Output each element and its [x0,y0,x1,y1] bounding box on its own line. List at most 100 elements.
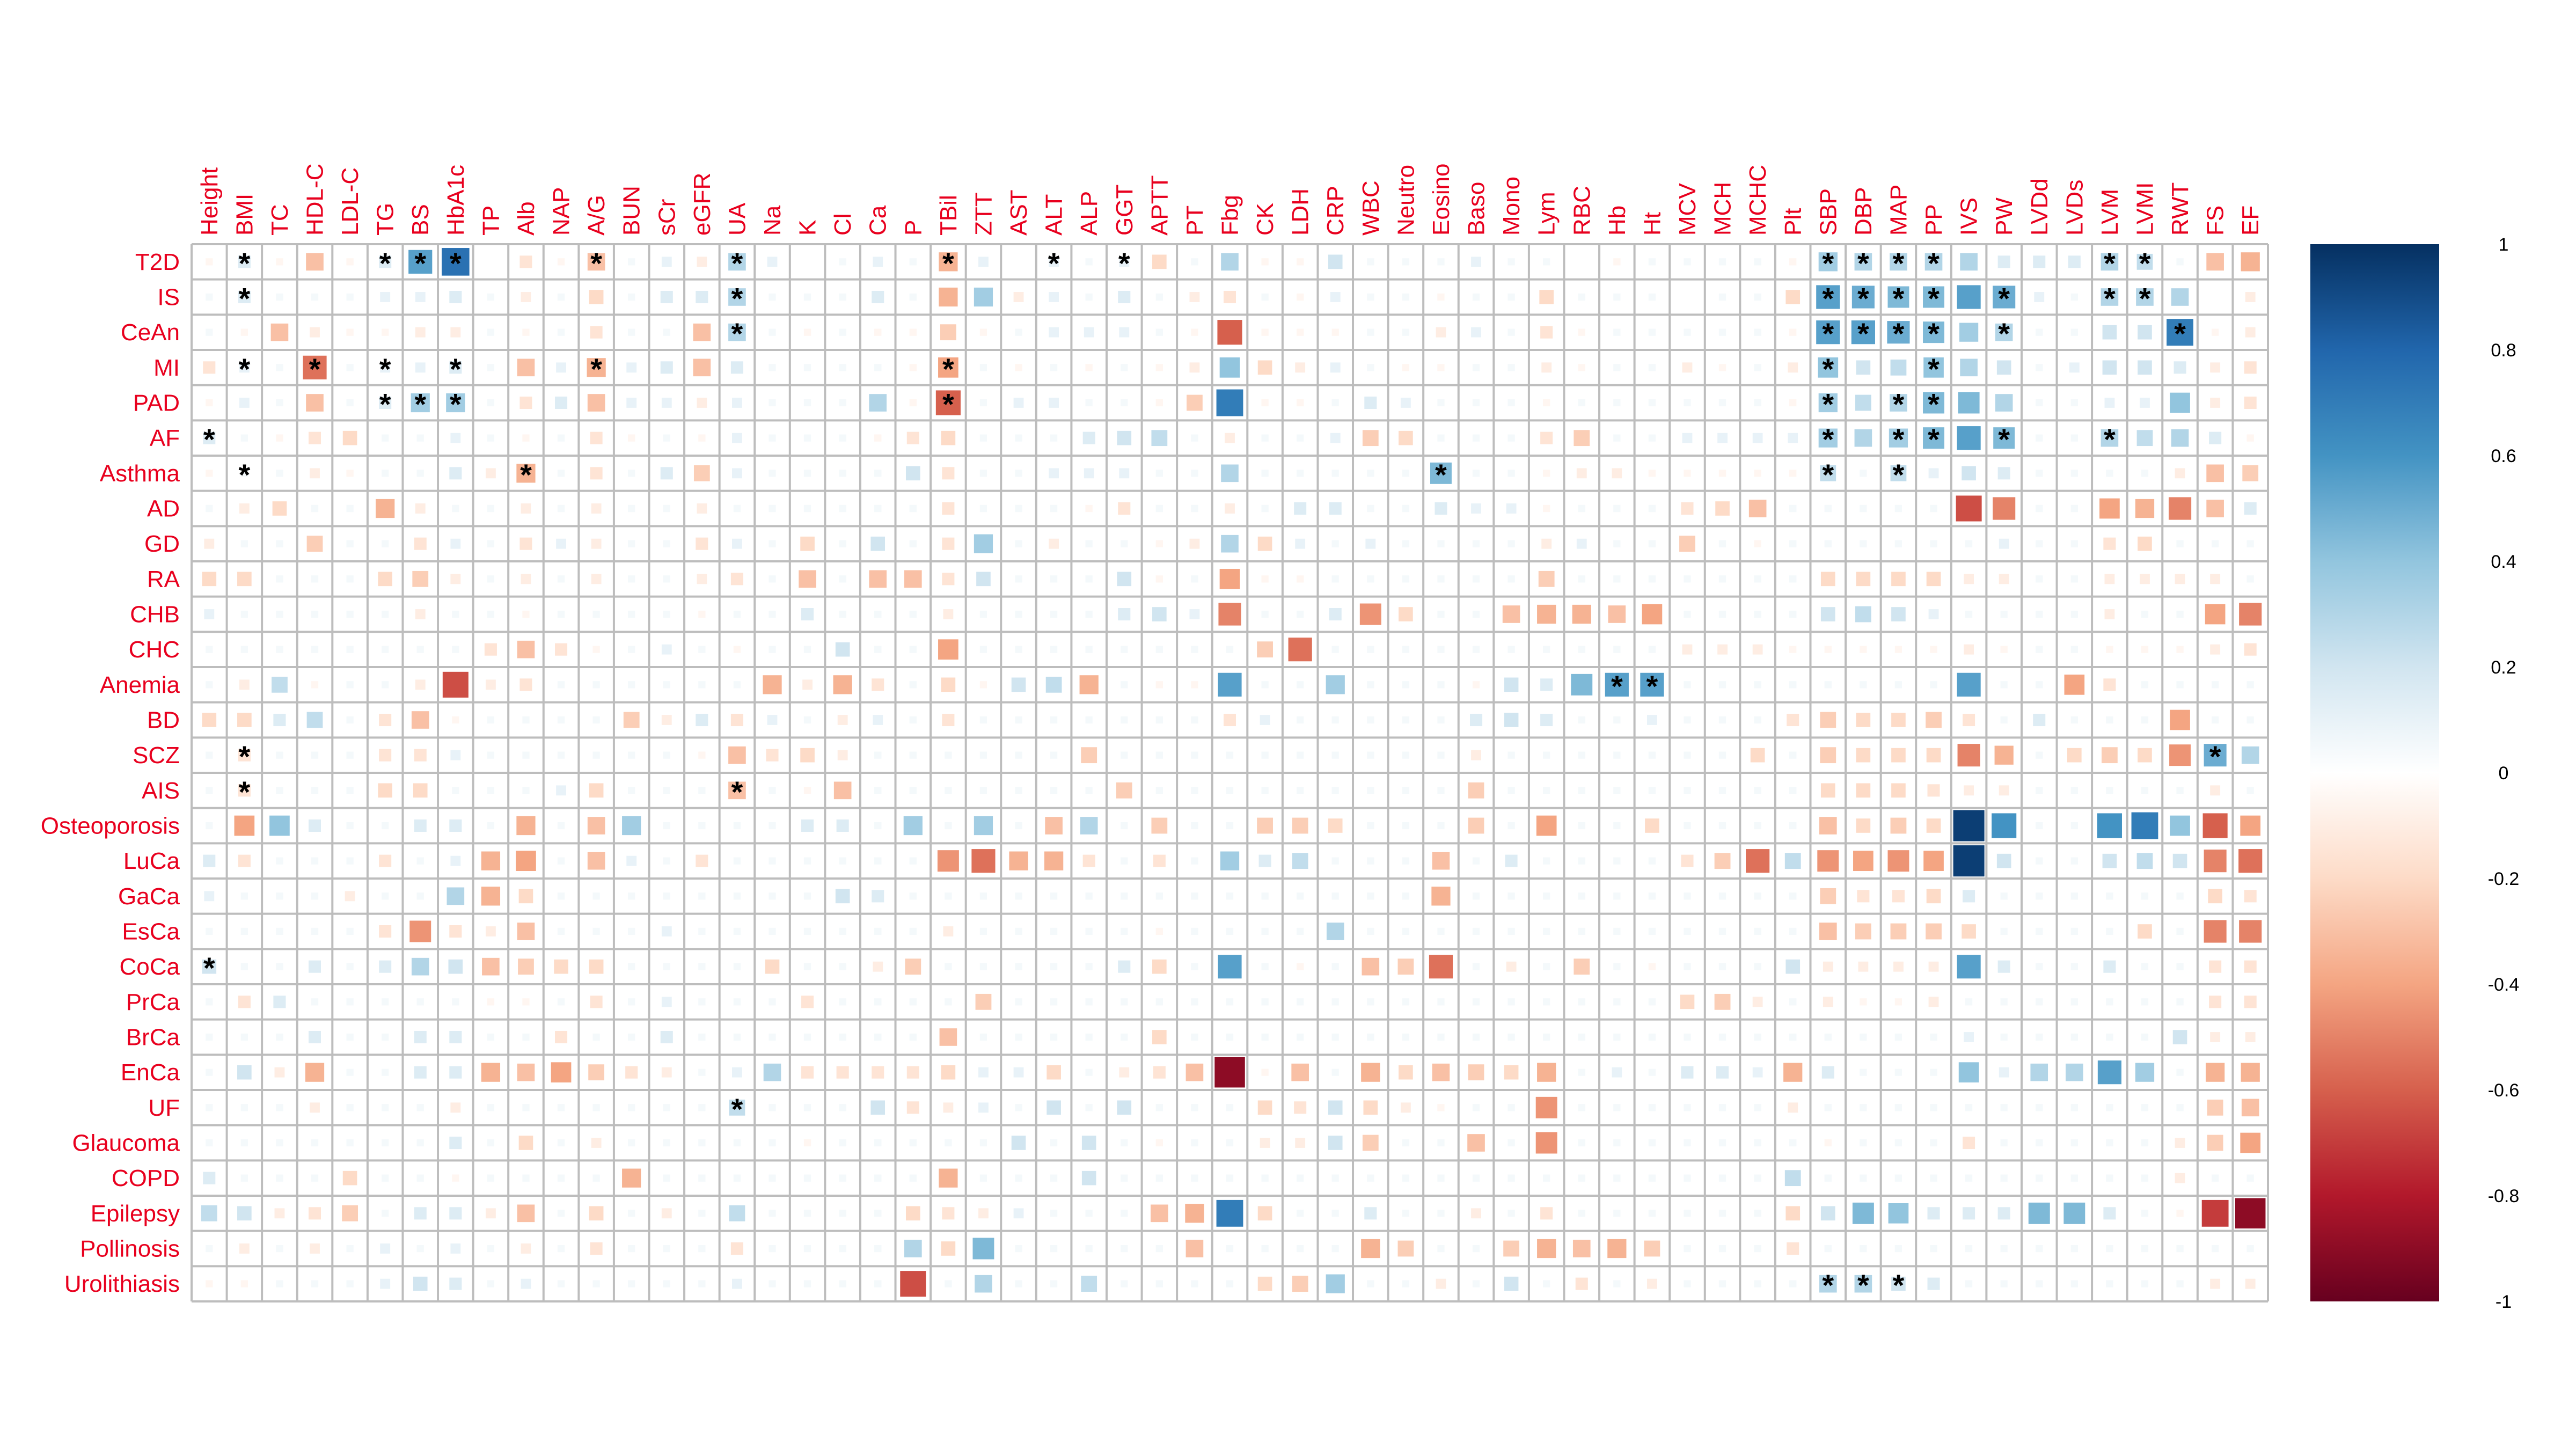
cell-EsCa-TG [379,925,392,938]
cell-LuCa-PP [1923,851,1944,872]
cell-T2D-TG [379,255,392,268]
cell-CHB-RBC [1572,604,1591,624]
cell-BrCa-IVS [1964,1032,1974,1042]
cell-LuCa-BS [416,857,424,865]
cell-LuCa-RWT [2172,853,2187,868]
cell-EsCa-SBP [1819,923,1837,940]
cell-Urolithiasis-MAP [1891,1276,1906,1291]
cell-MI-WBC [1367,364,1374,371]
cell-CeAn-LVM [2102,325,2117,340]
cell-AF-Alb [522,434,530,442]
cell-T2D-PW [1997,255,2010,268]
cell-Asthma-CK [1261,470,1269,477]
cell-CHC-GGT [1121,646,1128,653]
cell-CoCa-ALT [1050,963,1058,970]
cell-GaCa-LDH [1296,892,1304,900]
cell-GaCa-LVDs [2070,892,2078,900]
significance-star-CeAn-MAP: * [1893,317,1905,350]
cell-Urolithiasis-Ht [1647,1278,1657,1289]
cell-LuCa-Neutro [1402,857,1410,865]
cell-AF-NAP [557,434,565,442]
cell-BD-APTT [1155,716,1163,724]
cell-PAD-MCV [1684,399,1691,407]
cell-Epilepsy-CK [1257,1206,1272,1221]
cell-PrCa-MCH [1714,993,1731,1010]
cell-MI-A/G [587,358,606,377]
significance-star-PAD-HbA1c: * [450,387,462,421]
cell-AIS-Lym [1543,787,1550,794]
cell-BD-CRP [1331,716,1339,724]
cell-UF-UA [729,1099,745,1116]
cell-CoCa-BUN [628,963,635,970]
cell-GaCa-TBil [945,892,952,900]
cell-AF-LDH [1296,434,1304,442]
cell-CeAn-Ht [1648,328,1656,336]
cell-LuCa-MCV [1681,854,1694,867]
significance-star-T2D-TG: * [379,246,391,280]
cell-Epilepsy-LDL-C [342,1205,358,1221]
cell-CHB-ZTT [979,610,987,618]
row-label: AIS [142,778,180,804]
cell-EsCa-BUN [628,927,635,935]
column-label: MCH [1710,182,1736,236]
cell-MI-EF [2244,361,2257,374]
cell-CeAn-TP [487,328,495,336]
cell-Epilepsy-EF [2235,1198,2266,1229]
cell-COPD-CK [1261,1174,1269,1182]
colorbar-tick-label: 1 [2499,235,2509,255]
cell-CoCa-TG [379,960,392,973]
cell-GD-LVMI [2138,536,2152,551]
significance-star-Urolithiasis-MAP: * [1893,1268,1905,1302]
cell-CeAn-BS [415,327,426,338]
cell-LuCa-A/G [587,852,605,870]
cell-COPD-RWT [2175,1173,2185,1183]
cell-AD-Neutro [1402,504,1410,513]
cell-COPD-Ht [1648,1174,1656,1182]
cell-Osteoporosis-MCV [1684,822,1691,830]
cell-T2D-ZTT [978,257,989,267]
cell-UF-PP [1930,1104,1937,1111]
cell-RA-CRP [1331,575,1339,583]
cell-MI-PW [1996,360,2011,375]
cell-Glaucoma-CK [1260,1138,1270,1148]
cell-EsCa-LVMI [2138,924,2152,939]
cell-COPD-ALT [1050,1174,1058,1182]
cell-Glaucoma-Plt [1789,1139,1797,1147]
column-label: LDH [1287,188,1314,236]
cell-BD-PW [2000,716,2008,724]
cell-COPD-Mono [1507,1174,1515,1182]
cell-Epilepsy-Neutro [1402,1210,1410,1217]
cell-AD-EF [2244,502,2257,515]
cell-COPD-Na [769,1174,776,1182]
cell-IS-Baso [1472,293,1480,301]
cell-EsCa-PT [1191,927,1198,935]
cell-SCZ-UA [728,746,746,764]
cell-IS-CRP [1330,292,1341,302]
cell-COPD-DBP [1860,1174,1867,1182]
cell-AD-APTT [1155,504,1163,513]
cell-T2D-Mono [1507,258,1515,266]
cell-BD-LVMI [2141,716,2149,724]
cell-Pollinosis-LVM [2106,1245,2113,1253]
cell-AIS-LDH [1296,787,1304,794]
cell-CHB-K [801,608,814,621]
cell-CeAn-LDH [1296,328,1304,336]
cell-Glaucoma-SBP [1824,1139,1832,1147]
cell-Asthma-LDL-C [346,470,354,477]
cell-GD-LDH [1295,538,1306,549]
cell-CHB-TC [276,610,283,618]
cell-COPD-LDH [1296,1174,1304,1182]
cell-Asthma-Alb [516,464,536,483]
column-label: BUN [619,186,645,236]
cell-GaCa-LVDd [2036,892,2043,900]
cell-PAD-MCHC [1754,399,1761,407]
cell-Pollinosis-MCH [1718,1245,1726,1253]
cell-PrCa-DBP [1860,998,1867,1006]
cell-Asthma-SBP [1820,465,1836,481]
cell-AIS-EF [2246,787,2254,794]
cell-CoCa-LVDs [2070,963,2078,970]
cell-MI-TC [276,364,283,371]
cell-CHB-Cl [839,610,846,618]
cell-PrCa-PP [1928,997,1939,1007]
